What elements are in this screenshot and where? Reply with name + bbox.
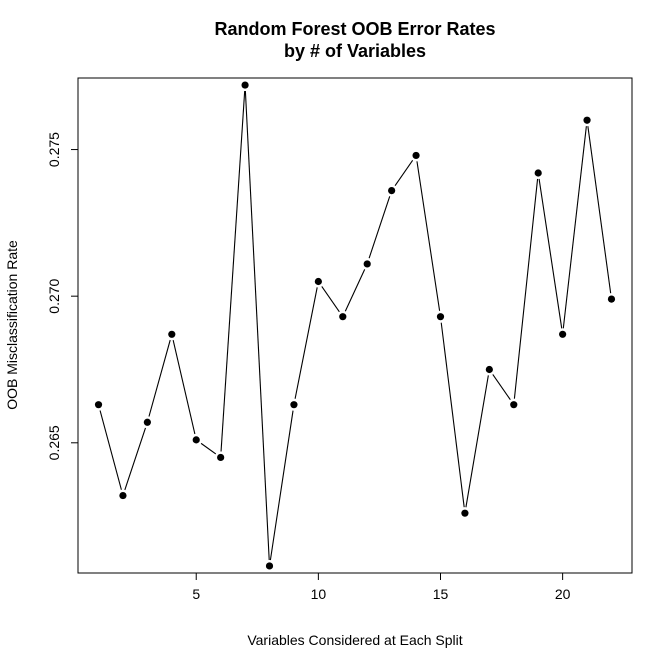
- y-axis-label: OOB Misclassification Rate: [4, 240, 20, 410]
- data-point: [339, 313, 347, 321]
- x-tick-label: 5: [192, 586, 200, 602]
- series-line-segment: [587, 126, 612, 294]
- data-point: [290, 401, 298, 409]
- x-axis-label: Variables Considered at Each Split: [247, 632, 462, 648]
- plot-area: [94, 81, 616, 570]
- series-line-segment: [344, 269, 366, 312]
- data-point: [363, 260, 371, 268]
- data-point: [143, 418, 151, 426]
- x-tick-label: 20: [555, 586, 571, 602]
- series-line-segment: [416, 161, 441, 311]
- series-line-segment: [269, 410, 294, 561]
- data-point: [314, 277, 322, 286]
- data-point: [265, 562, 274, 570]
- chart-title-line-1: Random Forest OOB Error Rates: [214, 19, 495, 39]
- data-point: [119, 491, 127, 500]
- data-point: [607, 295, 616, 303]
- data-point: [559, 330, 567, 338]
- plot-frame: [77, 77, 633, 574]
- series-line-segment: [244, 91, 270, 560]
- x-tick-label: 15: [433, 586, 449, 602]
- series-line-segment: [465, 375, 489, 508]
- series-line-segment: [172, 340, 196, 435]
- data-point: [168, 330, 176, 338]
- series-line-segment: [368, 196, 391, 259]
- data-point: [241, 81, 249, 89]
- y-axis: 0.265 0.270 0.275: [46, 132, 79, 460]
- y-tick-label: 0.270: [46, 278, 62, 313]
- data-point: [217, 453, 225, 462]
- x-tick-label: 10: [311, 586, 327, 602]
- data-point: [583, 116, 591, 124]
- series-line-segment: [321, 286, 340, 313]
- data-point: [94, 401, 103, 409]
- series-line-segment: [513, 178, 539, 399]
- data-point: [510, 401, 518, 409]
- data-point: [436, 313, 445, 321]
- series-line-segment: [440, 322, 465, 508]
- data-point: [388, 187, 396, 195]
- series-line-segment: [294, 287, 318, 399]
- y-tick-label: 0.275: [46, 132, 62, 167]
- data-point: [485, 365, 493, 374]
- series-line-segment: [394, 160, 414, 186]
- data-point: [192, 436, 200, 444]
- y-tick-label: 0.265: [46, 425, 62, 460]
- series-line-segment: [492, 374, 511, 401]
- series-line-segment: [538, 178, 563, 329]
- series-line-segment: [562, 126, 587, 329]
- x-axis: 5 10 15 20: [192, 572, 571, 602]
- data-point: [461, 509, 469, 517]
- series-line-segment: [220, 90, 246, 452]
- data-point: [534, 169, 542, 177]
- data-point: [412, 151, 420, 160]
- series-line-segment: [124, 427, 146, 491]
- series-line-segment: [148, 339, 171, 417]
- chart-title-line-2: by # of Variables: [284, 41, 426, 61]
- series-line-segment: [99, 410, 122, 490]
- series-line-segment: [200, 442, 217, 455]
